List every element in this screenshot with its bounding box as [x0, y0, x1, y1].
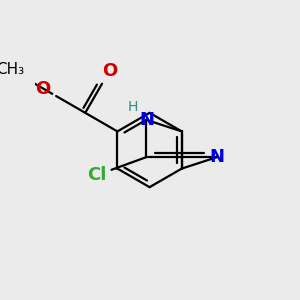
Text: H: H: [127, 100, 137, 113]
Text: O: O: [35, 80, 51, 98]
Text: Cl: Cl: [87, 166, 106, 184]
Text: N: N: [210, 148, 225, 166]
Text: CH₃: CH₃: [0, 62, 24, 77]
Text: O: O: [102, 62, 117, 80]
Text: N: N: [139, 111, 154, 129]
